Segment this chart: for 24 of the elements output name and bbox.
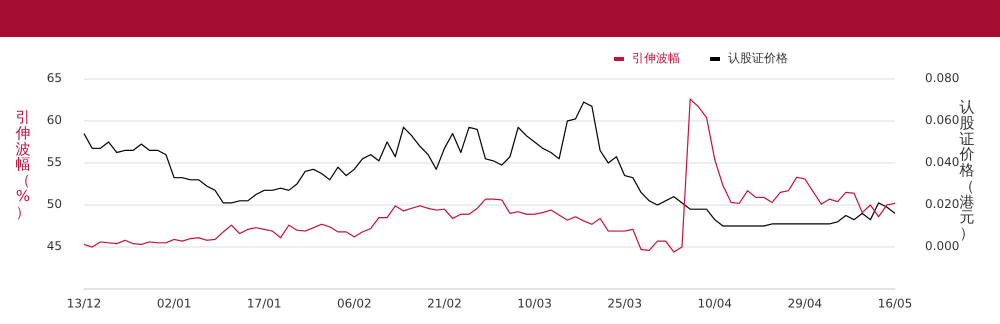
- legend-label: 认股证价格: [728, 50, 788, 67]
- x-tick-label: 10/04: [697, 296, 732, 310]
- y-tick-label: 55: [46, 155, 62, 170]
- y-tick-label: 45: [46, 239, 62, 254]
- y-tick-label: 50: [46, 197, 62, 212]
- legend-label: 引伸波幅: [632, 50, 680, 67]
- x-tick-label: 29/04: [788, 296, 822, 310]
- y-tick-label: 60: [46, 113, 62, 128]
- x-tick-label: 02/01: [156, 296, 192, 310]
- x-tick-label: 25/03: [607, 296, 642, 310]
- text: 认股证价格（港元）: [960, 98, 974, 242]
- y2-tick-label: 0.080: [925, 71, 960, 86]
- y2-tick-label: 0.040: [925, 155, 960, 170]
- x-tick-label: 06/02: [337, 296, 372, 310]
- x-tick-label: 13/12: [66, 296, 102, 310]
- y2-tick-label: 0.020: [925, 197, 960, 212]
- y-tick-label: 65: [46, 71, 62, 86]
- x-tick-label: 10/03: [517, 296, 552, 310]
- y2-tick-label: 0.060: [925, 113, 960, 128]
- x-tick-label: 16/05: [878, 296, 912, 310]
- x-tick-label: 21/02: [427, 296, 462, 310]
- x-tick-label: 17/01: [246, 296, 282, 310]
- y2-tick-label: 0.000: [925, 239, 960, 254]
- y-axis-title: 引伸波幅（%）: [14, 108, 32, 220]
